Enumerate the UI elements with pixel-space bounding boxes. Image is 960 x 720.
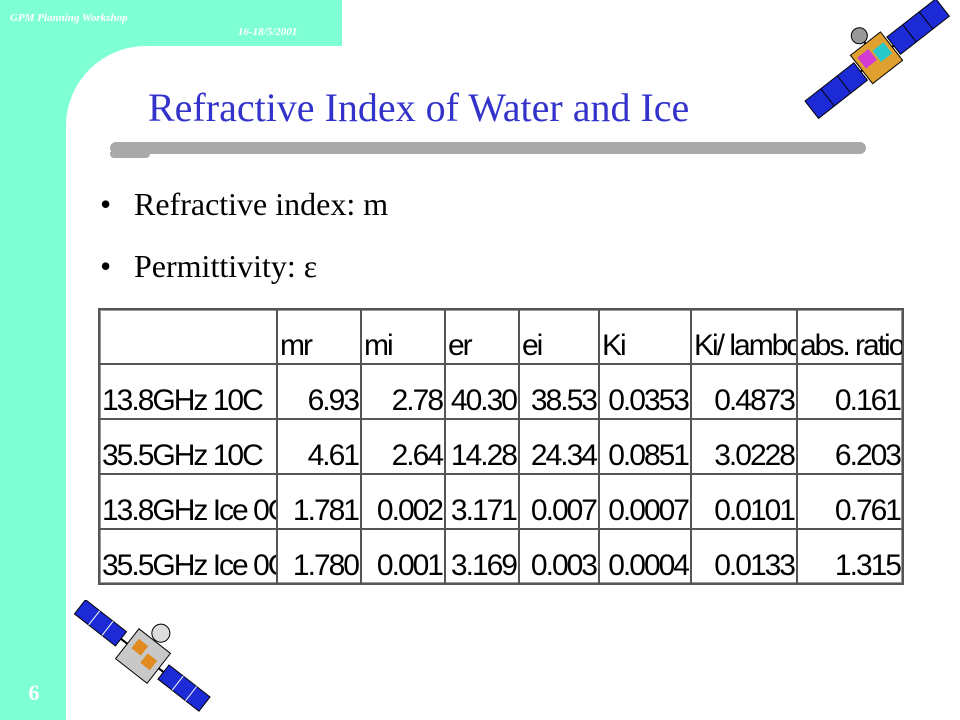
column-header: Ki [598, 308, 692, 365]
table-cell: 1.780 [276, 528, 362, 585]
table-cell: 3.171 [444, 473, 520, 530]
table-cell: 6.203 [796, 418, 904, 475]
column-header: ei [518, 308, 600, 365]
table-cell: 24.34 [518, 418, 600, 475]
slide-frame-top [0, 0, 342, 46]
workshop-name: GPM Planning Workshop [10, 12, 128, 24]
table-cell: 2.78 [360, 363, 446, 420]
table-cell: 14.28 [444, 418, 520, 475]
row-label: 13.8GHz 10C [98, 363, 278, 420]
slide-title: Refractive Index of Water and Ice [148, 85, 690, 130]
slide-number: 6 [28, 680, 40, 705]
title-underline [110, 142, 866, 154]
table-cell: 0.007 [518, 473, 600, 530]
slide-frame-corner-cutout [66, 46, 226, 206]
table-row: 13.8GHz Ice 0C 1.781 0.002 3.171 0.007 0… [98, 473, 904, 530]
table-cell: 2.64 [360, 418, 446, 475]
column-header: Ki/ lambda [690, 308, 798, 365]
table-cell: 3.0228 [690, 418, 798, 475]
table-cell: 40.30 [444, 363, 520, 420]
bullet-text: Refractive index: m [134, 186, 389, 222]
bullet-permittivity: • Permittivity: ε [100, 248, 317, 285]
table-cell: 0.4873 [690, 363, 798, 420]
table-cell: 0.0353 [598, 363, 692, 420]
satellite-icon [73, 600, 211, 712]
table-cell: 0.0133 [690, 528, 798, 585]
bullet-refractive-index: • Refractive index: m [100, 186, 388, 223]
table-header-row: mr mi er ei Ki Ki/ lambda abs. ratio [98, 308, 904, 365]
bullet-dot: • [100, 248, 112, 284]
table-cell: 0.161 [796, 363, 904, 420]
table-row: 35.5GHz 10C 4.61 2.64 14.28 24.34 0.0851… [98, 418, 904, 475]
table-cell: 0.0004 [598, 528, 692, 585]
column-header: mr [276, 308, 362, 365]
column-header: mi [360, 308, 446, 365]
table-cell: 0.0007 [598, 473, 692, 530]
table-cell: 0.002 [360, 473, 446, 530]
row-label: 13.8GHz Ice 0C [98, 473, 278, 530]
table-row: 13.8GHz 10C 6.93 2.78 40.30 38.53 0.0353… [98, 363, 904, 420]
table-cell: 4.61 [276, 418, 362, 475]
column-header: abs. ratio [796, 308, 904, 365]
table-row: 35.5GHz Ice 0C 1.780 0.001 3.169 0.003 0… [98, 528, 904, 585]
table-cell: 38.53 [518, 363, 600, 420]
refractive-index-table: mr mi er ei Ki Ki/ lambda abs. ratio 13.… [98, 308, 904, 585]
table-cell: 1.315 [796, 528, 904, 585]
satellite-icon [804, 0, 951, 120]
table-cell: 0.0101 [690, 473, 798, 530]
table-cell: 0.003 [518, 528, 600, 585]
title-underline-notch [110, 152, 150, 158]
table-cell: 1.781 [276, 473, 362, 530]
row-label: 35.5GHz Ice 0C [98, 528, 278, 585]
table-cell: 0.761 [796, 473, 904, 530]
bullet-text: Permittivity: ε [134, 248, 318, 284]
column-header [98, 308, 278, 365]
table-cell: 0.001 [360, 528, 446, 585]
slide-frame-left [0, 0, 66, 720]
table-cell: 6.93 [276, 363, 362, 420]
row-label: 35.5GHz 10C [98, 418, 278, 475]
table-cell: 3.169 [444, 528, 520, 585]
table-cell: 0.0851 [598, 418, 692, 475]
column-header: er [444, 308, 520, 365]
workshop-date: 16-18/5/2001 [238, 26, 298, 38]
bullet-dot: • [100, 186, 112, 222]
